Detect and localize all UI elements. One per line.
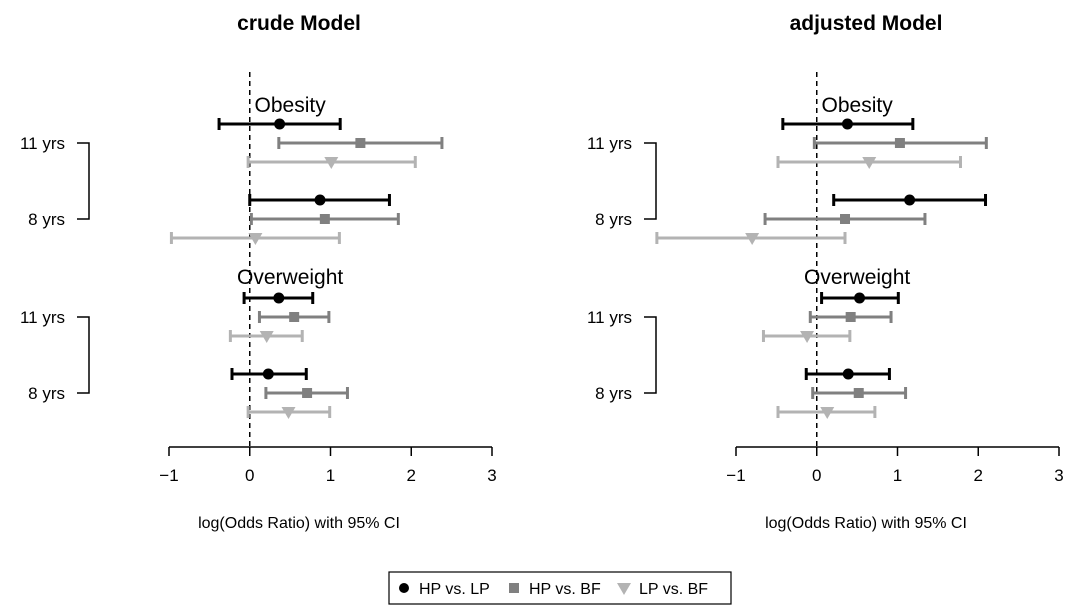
point-marker bbox=[319, 214, 330, 224]
row-label: 11 yrs bbox=[20, 134, 65, 153]
x-tick-label: −1 bbox=[159, 466, 178, 485]
point-marker bbox=[273, 292, 285, 304]
estimate-lp-vs-bf bbox=[169, 232, 341, 245]
legend-label: HP vs. LP bbox=[419, 581, 490, 598]
legend-item-hp-vs-lp: HP vs. LP bbox=[399, 581, 490, 598]
estimate-lp-vs-bf bbox=[228, 330, 304, 343]
estimate-hp-vs-lp bbox=[832, 194, 988, 206]
estimate-hp-vs-bf bbox=[808, 311, 893, 323]
panel-title: crude Model bbox=[237, 12, 361, 35]
row-label: 8 yrs bbox=[28, 210, 65, 229]
x-tick-label: 1 bbox=[326, 466, 335, 485]
legend-label: LP vs. BF bbox=[639, 581, 708, 598]
row-label: 8 yrs bbox=[595, 384, 632, 403]
group-overweight: Overweight 11 yrs 8 yrs bbox=[20, 266, 349, 419]
panels: crude Model −1 0 1 2 3 log(Odds Ratio) with 95… bbox=[20, 12, 1064, 532]
x-tick-label: 3 bbox=[487, 466, 496, 485]
estimate-hp-vs-bf bbox=[257, 311, 331, 323]
group-label: Overweight bbox=[804, 266, 910, 289]
estimate-lp-vs-bf bbox=[246, 406, 332, 419]
point-marker bbox=[324, 157, 339, 169]
point-marker bbox=[853, 388, 864, 398]
group-overweight: Overweight 11 yrs 8 yrs bbox=[587, 266, 910, 419]
row-label: 11 yrs bbox=[587, 134, 632, 153]
point-marker bbox=[841, 118, 853, 130]
estimate-lp-vs-bf bbox=[776, 156, 962, 169]
x-tick-label: 0 bbox=[245, 466, 254, 485]
point-marker bbox=[262, 368, 274, 380]
estimate-hp-vs-lp bbox=[230, 368, 308, 380]
row-bracket bbox=[77, 316, 90, 394]
row-bracket bbox=[644, 142, 657, 220]
estimate-hp-vs-lp bbox=[781, 118, 915, 130]
x-tick-label: 0 bbox=[812, 466, 821, 485]
panel-adjusted-model: adjusted Model −1 0 1 2 3 log(Odds Ratio) with… bbox=[587, 12, 1064, 532]
estimate-lp-vs-bf bbox=[246, 156, 417, 169]
group-label: Overweight bbox=[237, 266, 343, 289]
row-label: 11 yrs bbox=[20, 308, 65, 327]
estimate-hp-vs-lp bbox=[804, 368, 891, 380]
point-marker bbox=[281, 407, 296, 419]
estimate-hp-vs-lp bbox=[217, 118, 342, 130]
point-marker bbox=[314, 194, 326, 206]
estimate-hp-vs-bf bbox=[812, 137, 988, 149]
legend-label: HP vs. BF bbox=[529, 581, 601, 598]
estimate-lp-vs-bf bbox=[776, 406, 877, 419]
point-marker bbox=[862, 157, 877, 169]
legend: HP vs. LP HP vs. BF LP vs. BF bbox=[388, 571, 732, 605]
estimate-hp-vs-lp bbox=[248, 194, 391, 206]
point-marker bbox=[854, 292, 866, 304]
estimate-hp-vs-bf bbox=[264, 387, 349, 399]
estimate-hp-vs-bf bbox=[277, 137, 444, 149]
point-marker bbox=[274, 118, 286, 130]
legend-marker bbox=[617, 583, 631, 595]
row-label: 8 yrs bbox=[28, 384, 65, 403]
row-label: 11 yrs bbox=[587, 308, 632, 327]
estimate-hp-vs-bf bbox=[763, 213, 927, 225]
point-marker bbox=[289, 312, 300, 322]
x-axis-label: log(Odds Ratio) with 95% CI bbox=[765, 515, 967, 532]
point-marker bbox=[845, 312, 856, 322]
legend-marker bbox=[399, 583, 409, 593]
estimate-hp-vs-lp bbox=[242, 292, 315, 304]
legend-item-hp-vs-bf: HP vs. BF bbox=[509, 581, 601, 598]
x-axis-label: log(Odds Ratio) with 95% CI bbox=[198, 515, 400, 532]
point-marker bbox=[259, 331, 274, 343]
row-bracket bbox=[77, 142, 90, 220]
point-marker bbox=[302, 388, 313, 398]
x-tick-label: 3 bbox=[1054, 466, 1063, 485]
group-obesity: Obesity 11 yrs 8 yrs bbox=[20, 94, 444, 245]
legend-item-lp-vs-bf: LP vs. BF bbox=[617, 581, 708, 598]
group-label: Obesity bbox=[822, 94, 894, 117]
x-tick-label: 2 bbox=[974, 466, 983, 485]
estimate-lp-vs-bf bbox=[655, 232, 847, 245]
point-marker bbox=[745, 233, 760, 245]
group-obesity: Obesity 11 yrs 8 yrs bbox=[587, 94, 988, 245]
x-tick-label: 2 bbox=[407, 466, 416, 485]
panel-crude-model: crude Model −1 0 1 2 3 log(Odds Ratio) with 95… bbox=[20, 12, 497, 532]
point-marker bbox=[904, 194, 916, 206]
estimate-lp-vs-bf bbox=[761, 330, 852, 343]
point-marker bbox=[842, 368, 854, 380]
point-marker bbox=[894, 138, 905, 148]
estimate-hp-vs-lp bbox=[820, 292, 900, 304]
x-tick-label: 1 bbox=[893, 466, 902, 485]
point-marker bbox=[840, 214, 851, 224]
row-label: 8 yrs bbox=[595, 210, 632, 229]
point-marker bbox=[800, 331, 815, 343]
x-tick-label: −1 bbox=[726, 466, 745, 485]
legend-box bbox=[388, 571, 732, 605]
point-marker bbox=[355, 138, 366, 148]
group-label: Obesity bbox=[255, 94, 327, 117]
panel-title: adjusted Model bbox=[790, 12, 943, 35]
point-marker bbox=[248, 233, 263, 245]
estimate-hp-vs-bf bbox=[249, 213, 400, 225]
estimate-hp-vs-bf bbox=[811, 387, 908, 399]
legend-marker bbox=[509, 583, 519, 593]
row-bracket bbox=[644, 316, 657, 394]
point-marker bbox=[820, 407, 835, 419]
